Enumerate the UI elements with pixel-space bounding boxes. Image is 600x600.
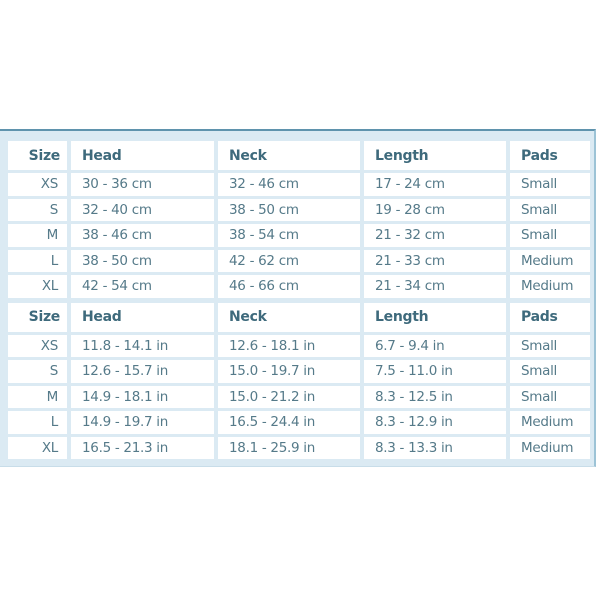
cell-size: XL bbox=[8, 275, 67, 298]
cell-pads: Medium bbox=[510, 436, 590, 459]
cell-size: XS bbox=[8, 173, 67, 196]
header-neck: Neck bbox=[218, 141, 360, 170]
cell-length: 8.3 - 12.5 in bbox=[364, 385, 506, 408]
cell-neck: 32 - 46 cm bbox=[218, 173, 360, 196]
cell-length: 21 - 34 cm bbox=[364, 275, 506, 298]
cell-size: S bbox=[8, 198, 67, 221]
cell-head: 12.6 - 15.7 in bbox=[71, 360, 214, 383]
cell-size: S bbox=[8, 360, 67, 383]
cell-length: 17 - 24 cm bbox=[364, 173, 506, 196]
cell-head: 11.8 - 14.1 in bbox=[71, 334, 214, 357]
cell-neck: 15.0 - 19.7 in bbox=[218, 360, 360, 383]
cell-neck: 38 - 50 cm bbox=[218, 198, 360, 221]
cell-size: M bbox=[8, 224, 67, 247]
size-chart-table: Size Head Neck Length Pads XS 30 - 36 cm 32 - 4… bbox=[8, 141, 590, 459]
header-neck: Neck bbox=[218, 302, 360, 332]
cell-head: 38 - 46 cm bbox=[71, 224, 214, 247]
cell-length: 21 - 33 cm bbox=[364, 249, 506, 272]
header-head: Head bbox=[71, 302, 214, 332]
cell-pads: Medium bbox=[510, 275, 590, 298]
cell-length: 8.3 - 12.9 in bbox=[364, 411, 506, 434]
header-length: Length bbox=[364, 302, 506, 332]
cell-size: L bbox=[8, 249, 67, 272]
cell-head: 16.5 - 21.3 in bbox=[71, 436, 214, 459]
cell-neck: 46 - 66 cm bbox=[218, 275, 360, 298]
cell-neck: 12.6 - 18.1 in bbox=[218, 334, 360, 357]
header-pads: Pads bbox=[510, 141, 590, 170]
header-size: Size bbox=[8, 302, 67, 332]
cell-pads: Small bbox=[510, 198, 590, 221]
cell-size: L bbox=[8, 411, 67, 434]
cell-neck: 15.0 - 21.2 in bbox=[218, 385, 360, 408]
cell-length: 7.5 - 11.0 in bbox=[364, 360, 506, 383]
cell-neck: 16.5 - 24.4 in bbox=[218, 411, 360, 434]
cell-pads: Small bbox=[510, 173, 590, 196]
cell-pads: Medium bbox=[510, 411, 590, 434]
cell-pads: Small bbox=[510, 334, 590, 357]
cell-pads: Small bbox=[510, 224, 590, 247]
cell-pads: Small bbox=[510, 360, 590, 383]
cell-length: 6.7 - 9.4 in bbox=[364, 334, 506, 357]
cell-head: 30 - 36 cm bbox=[71, 173, 214, 196]
cell-head: 32 - 40 cm bbox=[71, 198, 214, 221]
cell-neck: 38 - 54 cm bbox=[218, 224, 360, 247]
cell-size: M bbox=[8, 385, 67, 408]
cell-pads: Small bbox=[510, 385, 590, 408]
cell-head: 38 - 50 cm bbox=[71, 249, 214, 272]
cell-neck: 42 - 62 cm bbox=[218, 249, 360, 272]
cell-size: XL bbox=[8, 436, 67, 459]
cell-length: 8.3 - 13.3 in bbox=[364, 436, 506, 459]
size-chart-panel: Size Head Neck Length Pads XS 30 - 36 cm 32 - 4… bbox=[0, 129, 596, 467]
cell-length: 21 - 32 cm bbox=[364, 224, 506, 247]
header-length: Length bbox=[364, 141, 506, 170]
cell-neck: 18.1 - 25.9 in bbox=[218, 436, 360, 459]
cell-head: 14.9 - 19.7 in bbox=[71, 411, 214, 434]
cell-size: XS bbox=[8, 334, 67, 357]
cell-length: 19 - 28 cm bbox=[364, 198, 506, 221]
cell-head: 14.9 - 18.1 in bbox=[71, 385, 214, 408]
header-head: Head bbox=[71, 141, 214, 170]
header-size: Size bbox=[8, 141, 67, 170]
header-pads: Pads bbox=[510, 302, 590, 332]
cell-pads: Medium bbox=[510, 249, 590, 272]
cell-head: 42 - 54 cm bbox=[71, 275, 214, 298]
